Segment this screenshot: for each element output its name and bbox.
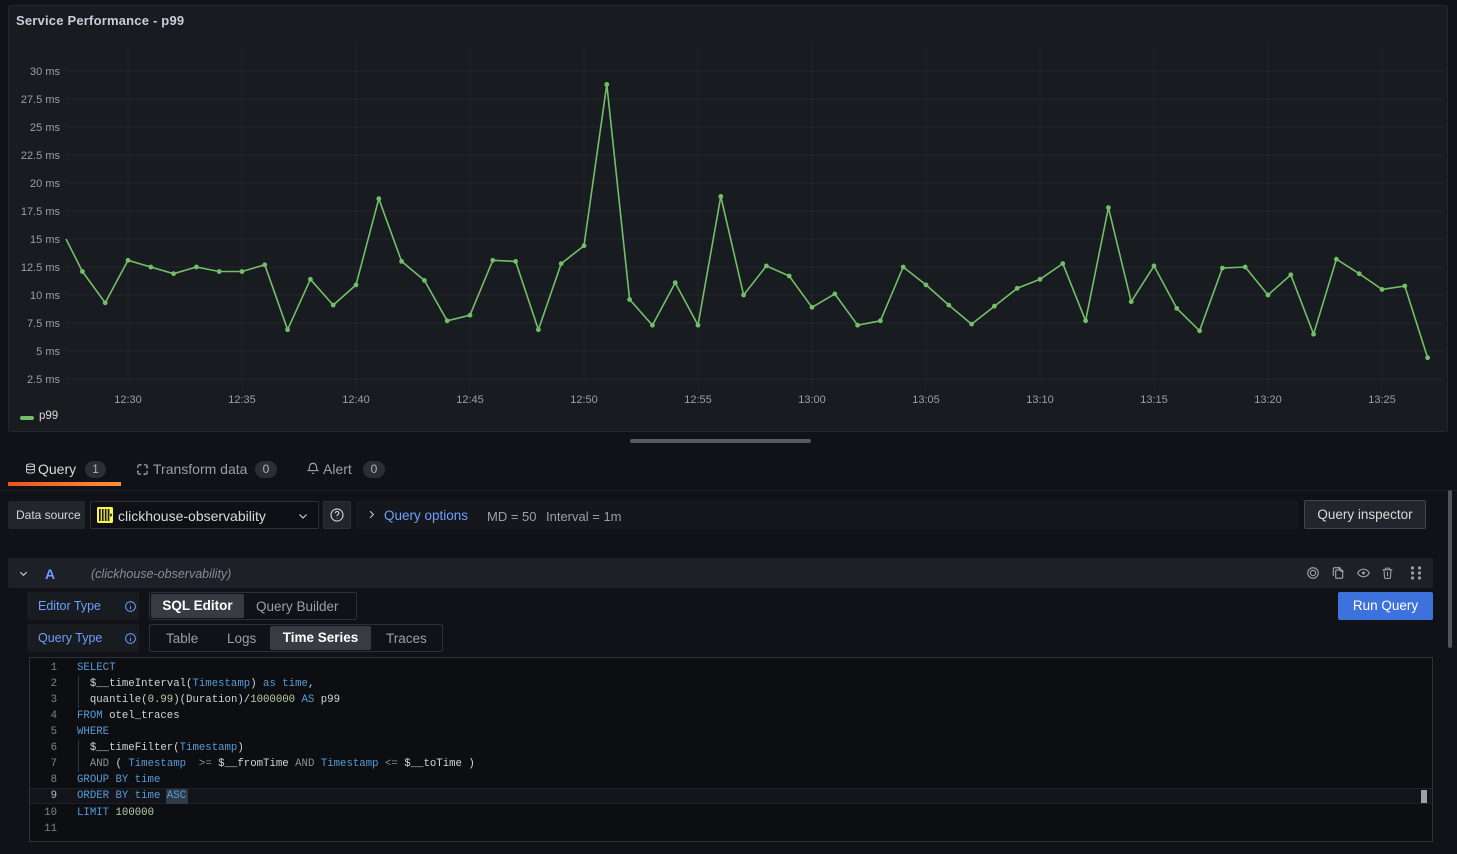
svg-text:20 ms: 20 ms (30, 178, 60, 190)
svg-text:12:50: 12:50 (570, 394, 598, 406)
svg-text:12:55: 12:55 (684, 394, 712, 406)
svg-text:12:40: 12:40 (342, 394, 370, 406)
svg-text:15 ms: 15 ms (30, 234, 60, 246)
svg-text:12:45: 12:45 (456, 394, 484, 406)
svg-text:13:10: 13:10 (1026, 394, 1054, 406)
svg-text:13:00: 13:00 (798, 394, 826, 406)
svg-text:12.5 ms: 12.5 ms (21, 262, 61, 274)
svg-text:10 ms: 10 ms (30, 290, 60, 302)
svg-text:13:20: 13:20 (1254, 394, 1282, 406)
svg-text:13:25: 13:25 (1368, 394, 1396, 406)
svg-text:25 ms: 25 ms (30, 122, 60, 134)
svg-text:13:05: 13:05 (912, 394, 940, 406)
svg-text:17.5 ms: 17.5 ms (21, 206, 61, 218)
svg-text:22.5 ms: 22.5 ms (21, 150, 61, 162)
svg-text:30 ms: 30 ms (30, 66, 60, 78)
svg-text:12:35: 12:35 (228, 394, 256, 406)
svg-text:12:30: 12:30 (114, 394, 142, 406)
svg-text:13:15: 13:15 (1140, 394, 1168, 406)
svg-text:2.5 ms: 2.5 ms (27, 374, 61, 386)
svg-text:27.5 ms: 27.5 ms (21, 94, 61, 106)
svg-text:5 ms: 5 ms (36, 346, 60, 358)
svg-text:7.5 ms: 7.5 ms (27, 318, 61, 330)
